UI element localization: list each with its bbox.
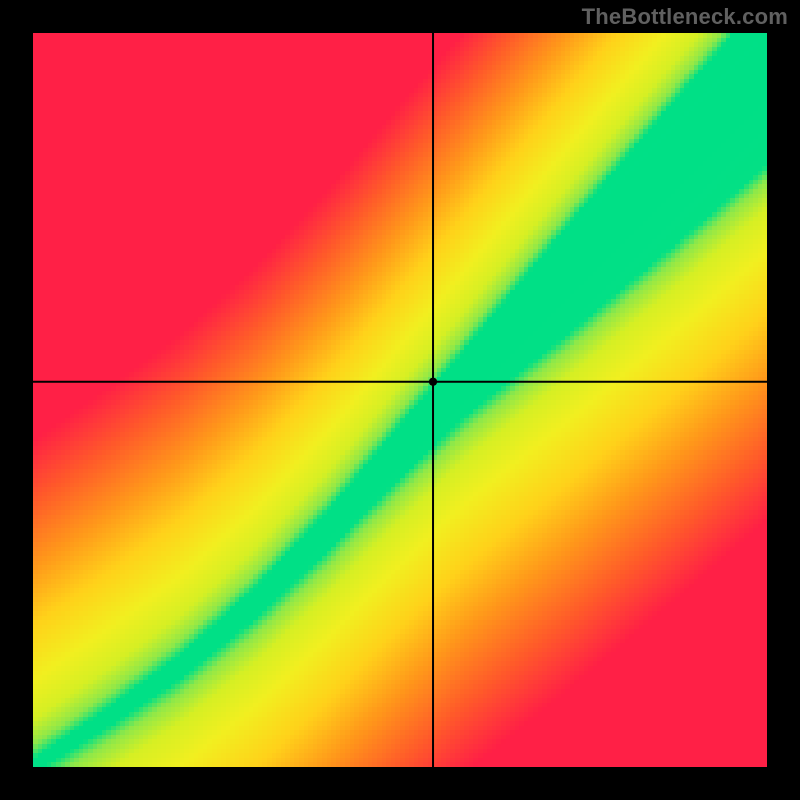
watermark-text: TheBottleneck.com bbox=[582, 4, 788, 30]
heatmap-canvas bbox=[0, 0, 800, 800]
chart-container: TheBottleneck.com bbox=[0, 0, 800, 800]
